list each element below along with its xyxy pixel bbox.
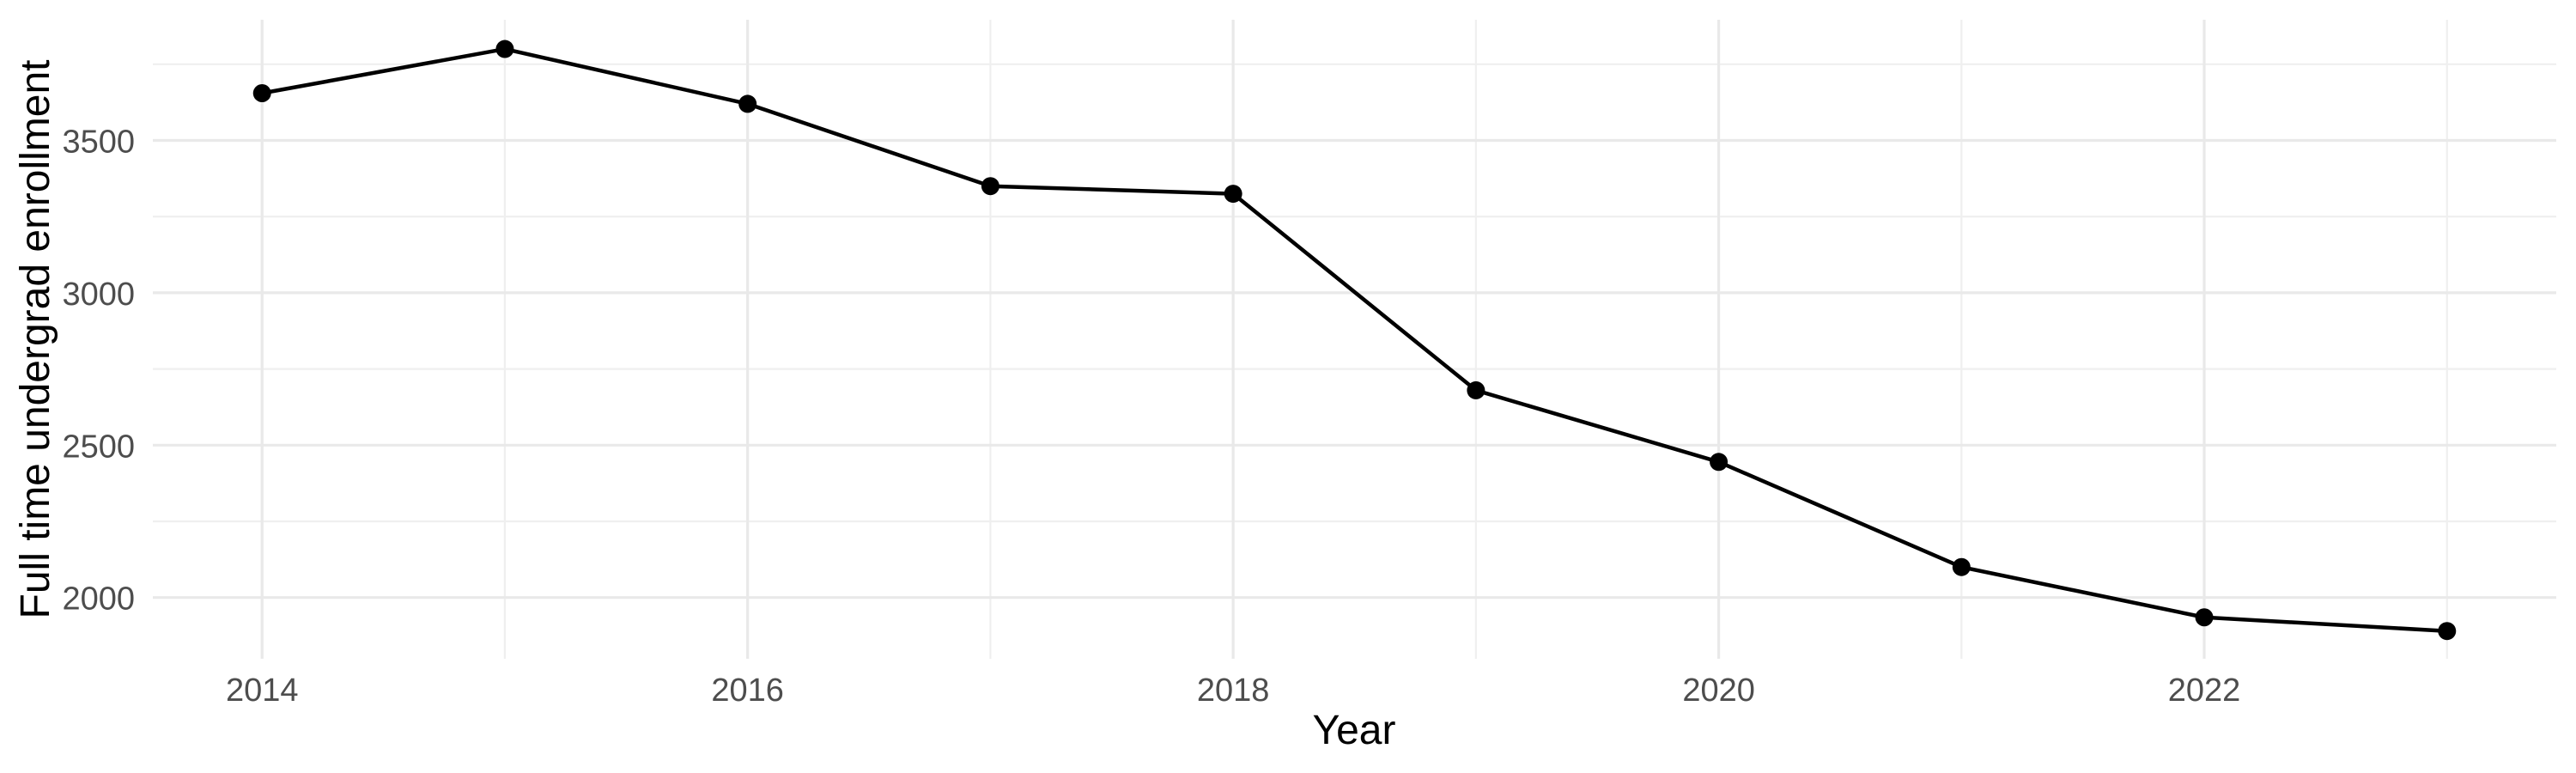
data-point-2020 <box>1710 453 1728 472</box>
y-tick-label-2500: 2500 <box>62 429 135 465</box>
series-layer <box>252 40 2457 641</box>
tick-label-layer: 2014 2016 2018 2020 2022 2000 2500 3000 3500 <box>62 124 2240 709</box>
y-tick-label-3500: 3500 <box>62 124 135 160</box>
grid-minor-layer <box>153 20 2556 659</box>
data-point-2015 <box>495 40 514 58</box>
y-tick-label-3000: 3000 <box>62 277 135 313</box>
y-axis-title: Full time undergrad enrollment <box>13 60 58 619</box>
data-point-2021 <box>1952 557 1971 576</box>
data-point-2019 <box>1467 380 1485 399</box>
data-point-2016 <box>738 94 757 113</box>
x-tick-label-2020: 2020 <box>1682 673 1755 709</box>
grid-major-layer <box>153 20 2556 659</box>
x-tick-label-2016: 2016 <box>711 673 784 709</box>
x-tick-label-2014: 2014 <box>226 673 299 709</box>
x-axis-title: Year <box>1313 708 1396 753</box>
data-point-2023 <box>2438 622 2457 641</box>
data-point-2022 <box>2195 608 2214 627</box>
y-tick-label-2000: 2000 <box>62 581 135 618</box>
x-tick-label-2022: 2022 <box>2168 673 2241 709</box>
data-point-2017 <box>981 177 999 196</box>
data-point-2018 <box>1224 185 1242 204</box>
x-tick-label-2018: 2018 <box>1197 673 1270 709</box>
data-point-2014 <box>252 84 271 103</box>
enrollment-line <box>259 46 2450 633</box>
